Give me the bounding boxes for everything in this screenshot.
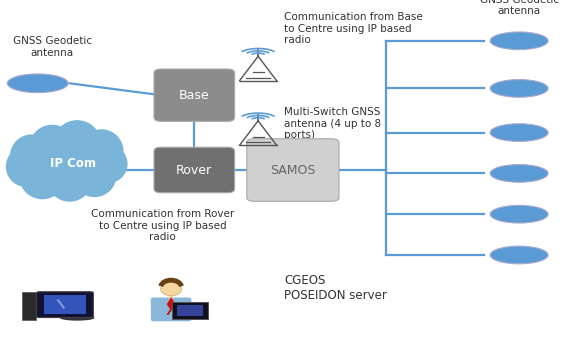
Ellipse shape bbox=[490, 32, 548, 50]
Text: Multi-Switch GNSS
antenna (4 up to 8
ports): Multi-Switch GNSS antenna (4 up to 8 por… bbox=[284, 107, 381, 140]
Ellipse shape bbox=[490, 246, 548, 264]
Ellipse shape bbox=[19, 153, 66, 199]
Text: Rover: Rover bbox=[176, 164, 212, 176]
Ellipse shape bbox=[72, 153, 117, 197]
Ellipse shape bbox=[46, 155, 93, 202]
Ellipse shape bbox=[29, 125, 75, 171]
FancyBboxPatch shape bbox=[22, 292, 36, 320]
Bar bbox=[44, 295, 86, 314]
FancyBboxPatch shape bbox=[247, 139, 339, 201]
Text: Base: Base bbox=[179, 89, 209, 102]
Text: CGEOS
POSEIDON server: CGEOS POSEIDON server bbox=[284, 274, 387, 302]
Ellipse shape bbox=[89, 145, 128, 183]
Ellipse shape bbox=[8, 74, 68, 93]
Text: Communication from Rover
to Centre using IP based
radio: Communication from Rover to Centre using… bbox=[91, 209, 234, 242]
Text: GNSS Geodetic
antenna: GNSS Geodetic antenna bbox=[480, 0, 559, 16]
Ellipse shape bbox=[490, 165, 548, 182]
FancyBboxPatch shape bbox=[154, 147, 234, 193]
Text: Communication from Base
to Centre using IP based
radio: Communication from Base to Centre using … bbox=[284, 12, 423, 45]
FancyBboxPatch shape bbox=[151, 298, 191, 321]
Ellipse shape bbox=[6, 146, 46, 187]
Ellipse shape bbox=[10, 134, 54, 178]
FancyBboxPatch shape bbox=[154, 69, 234, 121]
Text: IP Com: IP Com bbox=[49, 157, 96, 170]
Text: SAMOS: SAMOS bbox=[270, 164, 316, 176]
Ellipse shape bbox=[79, 129, 124, 173]
Polygon shape bbox=[168, 298, 175, 314]
Ellipse shape bbox=[161, 282, 182, 296]
Ellipse shape bbox=[490, 124, 548, 141]
FancyBboxPatch shape bbox=[172, 302, 208, 319]
Text: GNSS Geodetic
antenna: GNSS Geodetic antenna bbox=[13, 36, 92, 58]
Ellipse shape bbox=[490, 205, 548, 223]
Ellipse shape bbox=[60, 315, 95, 321]
Bar bbox=[177, 305, 203, 316]
Ellipse shape bbox=[490, 80, 548, 97]
FancyBboxPatch shape bbox=[37, 292, 93, 318]
Ellipse shape bbox=[53, 120, 102, 169]
